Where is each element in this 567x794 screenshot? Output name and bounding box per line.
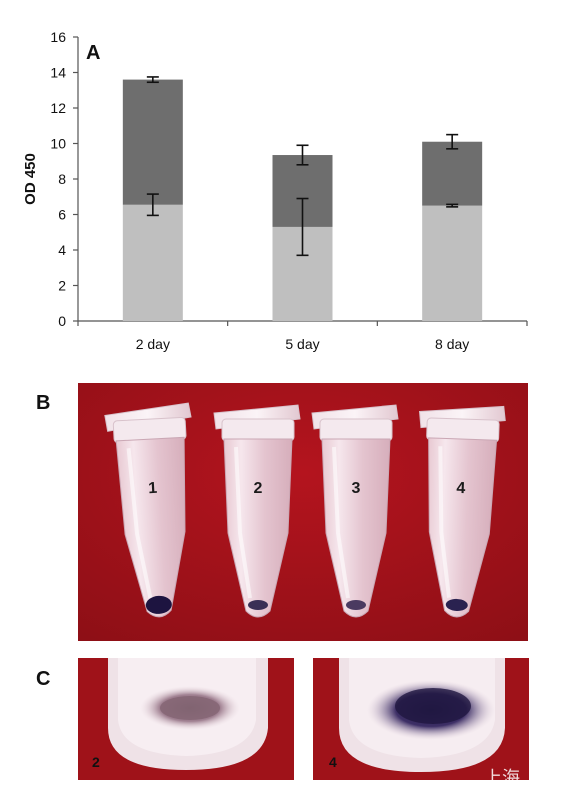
- y-axis-label: OD 450: [22, 153, 39, 205]
- y-tick-label: 14: [50, 65, 66, 81]
- tube-rim: [319, 418, 393, 442]
- tube-body: [321, 438, 391, 618]
- tube-pellet: [248, 600, 268, 610]
- tube-number-label: 2: [254, 480, 263, 497]
- y-tick-label: 16: [50, 29, 66, 45]
- tube-4: 4: [418, 405, 506, 618]
- tube-highlight: [126, 448, 153, 599]
- bar-1-segment-2: [122, 79, 183, 205]
- error-bar-3-1: [446, 203, 459, 208]
- chart-error-bars: [146, 76, 459, 257]
- tube-rim: [221, 418, 295, 442]
- y-tick-label: 0: [58, 313, 66, 329]
- x-tick-label: 2 day: [136, 336, 170, 352]
- tube-highlight: [438, 446, 452, 598]
- pellet-closeup-tube-2: 2: [78, 658, 294, 780]
- y-tick-label: 6: [58, 207, 66, 223]
- tube-pellet: [445, 598, 468, 611]
- chart-labels: 0 2 4 6 8 10 12 14 16 2 day 5 day 8 day OD 450: [22, 29, 469, 352]
- bar-3-segment-1: [422, 205, 483, 321]
- panel-b-label: B: [36, 392, 51, 414]
- error-bar-2-2: [296, 144, 309, 166]
- tube-photo: 1 2 3 4: [78, 383, 528, 641]
- bar-chart: 0 2 4 6 8 10 12 14 16 2 day 5 day 8 day OD 450: [22, 29, 528, 352]
- bar-1-segment-1: [122, 204, 183, 321]
- y-tick-label: 2: [58, 278, 66, 294]
- closeup-label-4: 4: [329, 754, 337, 770]
- tubes-illustration: 1 2 3 4: [78, 383, 528, 641]
- y-tick-label: 12: [50, 100, 66, 116]
- tube-number-label: 3: [352, 480, 361, 497]
- panel-c-label: C: [36, 668, 51, 690]
- pellet-closeup-tube-4: 4: [313, 658, 529, 780]
- tube-1: 1: [104, 402, 192, 618]
- x-tick-label: 8 day: [435, 336, 469, 352]
- tube-number-label: 4: [456, 480, 466, 497]
- x-tick-label: 5 day: [285, 336, 319, 352]
- y-tick-label: 10: [50, 136, 66, 152]
- closeup-label-2: 2: [92, 754, 100, 770]
- panel-a-label: A: [86, 42, 101, 64]
- chart-bars: [122, 79, 483, 321]
- error-bar-3-2: [446, 133, 459, 150]
- error-bar-2-1: [296, 197, 309, 257]
- watermark: 上海: [484, 768, 520, 789]
- error-bar-1-2: [146, 76, 159, 84]
- y-tick-label: 8: [58, 171, 66, 187]
- tube-pellet: [346, 600, 366, 610]
- bar-3-segment-2: [422, 141, 483, 206]
- tube-3: 3: [311, 404, 399, 618]
- y-tick-label: 4: [58, 242, 66, 258]
- tube-pellet: [145, 595, 172, 614]
- error-bar-1-1: [146, 193, 159, 217]
- tube-number-label: 1: [148, 480, 158, 497]
- tube-highlight: [332, 446, 350, 599]
- tube-2: 2: [213, 404, 301, 618]
- tube-highlight: [234, 446, 252, 599]
- tube-body: [223, 438, 293, 618]
